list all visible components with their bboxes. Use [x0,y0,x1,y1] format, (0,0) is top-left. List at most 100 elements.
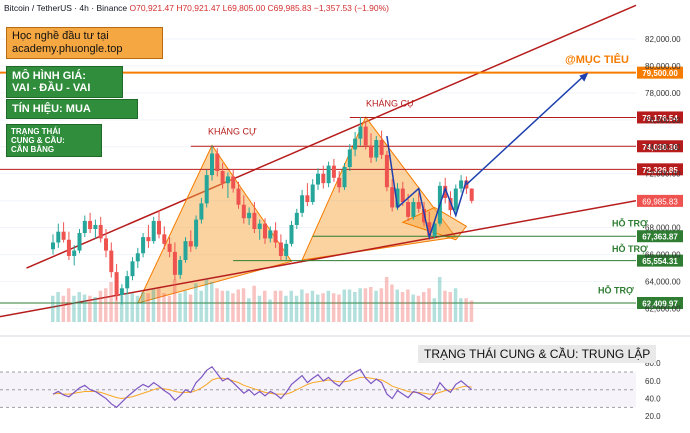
volume-bar [459,298,463,322]
candle-body [210,153,214,176]
candle-body [384,154,389,188]
volume-bar [363,288,368,322]
volume-bar [448,292,452,322]
candle-body [183,241,188,260]
volume-bar [437,277,442,322]
candle-body [369,145,373,158]
support-annotation-2: HỖ TRỢ [612,243,648,254]
level-tag-text-6: 62,409.97 [642,299,678,308]
candle-body [77,233,82,251]
candle-body [406,202,411,217]
volume-bar [422,292,426,322]
candle-body [51,242,55,250]
candle-body [289,224,294,244]
volume-bar [453,288,458,322]
pattern-label: MÔ HÌNH GIÁ: [12,70,86,82]
rsi-ma-line [52,376,472,400]
level-tag-4 [637,230,683,243]
volume-bar [257,295,262,322]
volume-bar [130,293,134,322]
level-tag-text-3: 72,326.85 [642,166,678,175]
candle-body [194,219,199,247]
resistance-annotation-left: KHÁNG CỰ [208,127,257,137]
candle-body [337,177,342,188]
candle-body [300,195,305,213]
candle-body [294,212,299,225]
candle-body [157,220,161,235]
candle-body [98,224,103,239]
projection-arrow-line [465,76,584,186]
candle-body [204,175,209,204]
candle-body [278,242,283,256]
candle-body [400,188,405,203]
volume-bar [135,295,140,322]
candle-body [151,220,156,242]
candle-body [114,272,119,296]
candle-body [220,171,225,184]
volume-bar [321,293,325,322]
volume-bar [66,288,71,322]
candle-body [125,276,130,289]
candle-body [416,202,421,209]
candle-body [390,187,395,208]
rsi-tick-label: 40.0 [645,395,661,404]
candle-body [241,204,246,219]
volume-bar [390,284,394,322]
support-trendline [0,199,637,318]
candle-body [268,230,273,239]
y-tick-label: 78,000.00 [645,89,681,98]
candle-body [379,140,384,155]
volume-bar [427,288,431,322]
y-tick-label: 68,000.00 [645,224,681,233]
volume-bar [93,297,97,322]
volume-bar [384,277,389,322]
rsi-status-title: TRẠNG THÁI CUNG & CẦU: TRUNG LẬP [418,345,657,363]
candle-body [56,231,61,243]
candle-body [172,251,177,275]
rsi-tick-label: 80.0 [645,359,661,368]
volume-bar [395,289,399,322]
candle-body [469,188,474,201]
volume-bar [263,290,267,322]
volume-bar [146,293,150,322]
candle-body [363,126,368,146]
candle-body [310,184,315,203]
volume-bar [77,292,81,322]
candle-body [353,138,358,150]
candle-body [247,212,252,219]
candle-body [199,203,204,220]
candle-body [305,195,310,203]
support-annotation-3: HỖ TRỢ [598,285,634,296]
volume-bar [247,298,251,322]
candle-body [263,223,267,239]
candle-body [135,253,140,262]
brand-box[interactable]: Học nghề đầu tư tại academy.phuongle.top [6,27,163,59]
volume-bar [294,295,299,322]
last-price-text: 69,985.83 [642,197,678,206]
y-tick-label: 66,000.00 [645,251,681,260]
volume-bar [51,295,55,322]
candle-body [231,176,236,189]
level-tag-text-1: 76,176.54 [642,114,678,123]
volume-bar [199,290,203,322]
volume-bar [406,289,410,322]
candle-body [347,149,352,167]
candle-body [395,188,400,208]
volume-bar [88,295,92,322]
candle-body [215,153,220,172]
signal-box: TÍN HIỆU: MUA [6,99,138,119]
volume-bar [215,288,219,322]
candle-body [167,243,172,252]
y-tick-label: 80,000.00 [645,62,681,71]
volume-bar [400,292,405,322]
volume-bar [61,295,66,322]
resistance-annotation-head: KHÁNG CỰ [366,98,415,108]
volume-bar [369,287,373,322]
candle-body [104,238,108,251]
candle-body [119,288,124,296]
level-tag-0 [637,66,683,79]
candle-body [321,173,326,184]
volume-bar [443,290,447,322]
